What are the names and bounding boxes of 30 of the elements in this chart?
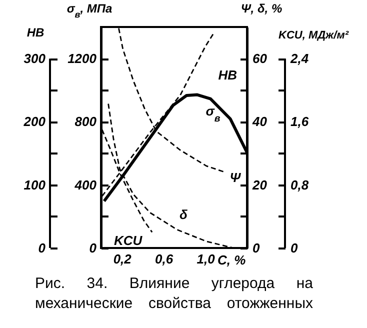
x-tick-label: 0,6 xyxy=(155,252,174,266)
y2-tick-label: 60 xyxy=(252,51,268,66)
y-axis-title: KCU, МДж/м² xyxy=(278,30,349,42)
series-label: HB xyxy=(218,67,238,82)
x-axis-title: C, % xyxy=(218,252,246,268)
y3-tick-label: 0 xyxy=(38,240,46,256)
y-tick-label: 2,4 xyxy=(290,51,310,66)
x-tick-label: 0,2 xyxy=(113,252,132,266)
text: Рис. 34. Влияние углерода на механические свойства отожженных xyxy=(35,274,313,314)
series-label: Ψ xyxy=(230,170,242,186)
series-label: δ xyxy=(179,207,188,222)
y-axis-title: σ$_{в}$, МПа xyxy=(66,2,113,20)
series-label: KCU xyxy=(114,233,143,248)
y-tick-label: 0 xyxy=(89,240,98,256)
y3-tick-label: 300 xyxy=(24,51,46,66)
x-tick-label: 1,0 xyxy=(196,252,216,266)
y-tick-label: 1,6 xyxy=(290,114,310,130)
y2-tick-label: 40 xyxy=(252,114,268,130)
y2-tick-label: 20 xyxy=(252,177,268,192)
y3-tick-label: 100 xyxy=(24,177,46,192)
y-tick-label: 1200 xyxy=(68,51,98,66)
series-label: σ$_{в}$ xyxy=(206,103,220,124)
y-tick-label: 400 xyxy=(74,177,98,192)
y-tick-label: 0 xyxy=(290,240,298,256)
y-tick-label: 0,8 xyxy=(290,177,310,192)
y-tick-label: 800 xyxy=(74,114,98,130)
y3-tick-label: 200 xyxy=(22,114,46,130)
y3-axis-title: HB xyxy=(26,26,44,40)
y2-tick-label: 0 xyxy=(252,240,260,256)
y2-axis-title: Ψ, δ, % xyxy=(240,2,282,16)
